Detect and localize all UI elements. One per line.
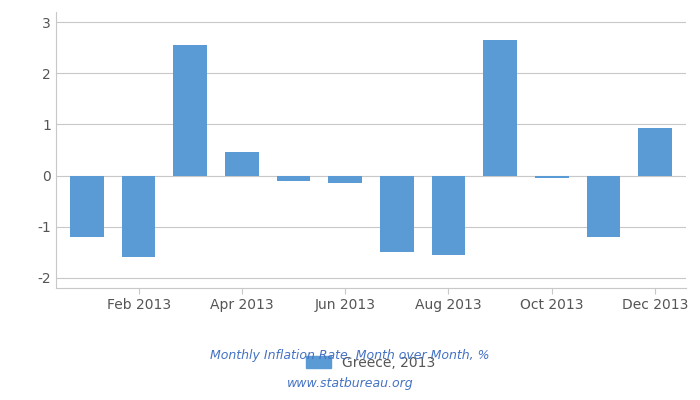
Bar [432, 176, 466, 255]
Bar [587, 176, 620, 237]
Text: www.statbureau.org: www.statbureau.org [287, 378, 413, 390]
Bar [328, 176, 362, 183]
Bar [174, 45, 207, 176]
Bar [276, 176, 310, 181]
Bar [122, 176, 155, 257]
Bar [70, 176, 104, 237]
Bar [535, 176, 568, 178]
Bar [638, 128, 672, 176]
Legend: Greece, 2013: Greece, 2013 [307, 356, 435, 370]
Bar [483, 40, 517, 176]
Text: Monthly Inflation Rate, Month over Month, %: Monthly Inflation Rate, Month over Month… [210, 350, 490, 362]
Bar [225, 152, 259, 176]
Bar [380, 176, 414, 252]
